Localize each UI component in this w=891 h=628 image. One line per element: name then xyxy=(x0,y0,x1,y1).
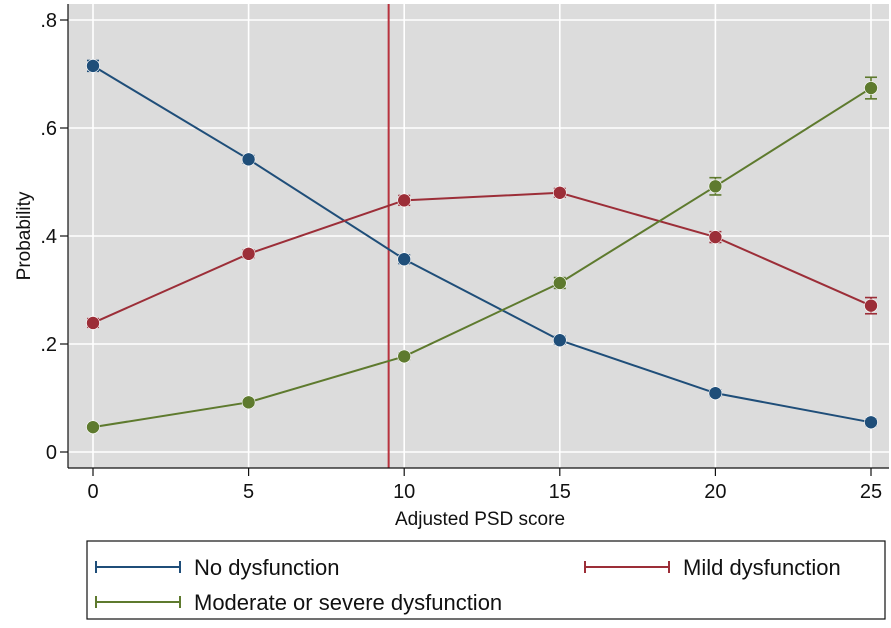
x-tick-label: 20 xyxy=(704,481,726,503)
y-axis-title: Probability xyxy=(14,191,35,280)
x-tick-label: 15 xyxy=(549,481,571,503)
data-point xyxy=(708,386,723,400)
data-point xyxy=(241,152,256,167)
x-tick-label: 0 xyxy=(87,481,98,503)
data-point xyxy=(86,59,100,73)
data-point xyxy=(708,230,723,244)
legend-label: Mild dysfunction xyxy=(683,555,841,580)
axes: 0 .2 .4 .6 .8 0 5 10 15 20 25 xyxy=(40,4,889,503)
x-tick-label: 25 xyxy=(860,481,882,503)
series-3 xyxy=(86,76,878,434)
legend-box xyxy=(86,540,886,620)
data-point xyxy=(708,179,723,194)
data-point xyxy=(241,247,256,261)
legend: No dysfunction Mild dysfunction Moderate o… xyxy=(95,555,841,615)
data-point xyxy=(864,81,878,95)
y-tick-label: .8 xyxy=(40,10,57,32)
data-point xyxy=(397,349,412,364)
series-layer xyxy=(86,59,878,434)
x-axis-title: Adjusted PSD score xyxy=(395,509,565,530)
data-point xyxy=(864,298,878,313)
series-line xyxy=(92,191,872,324)
data-point xyxy=(397,252,412,267)
legend-item: Mild dysfunction xyxy=(584,555,841,580)
x-tick-label: 5 xyxy=(243,481,254,503)
x-tick-label: 10 xyxy=(393,481,415,503)
data-point xyxy=(397,193,412,208)
legend-label: Moderate or severe dysfunction xyxy=(194,590,502,615)
series-line xyxy=(92,87,872,429)
data-point xyxy=(552,333,567,348)
series-2 xyxy=(86,186,878,330)
data-point xyxy=(864,415,878,430)
legend-item: No dysfunction xyxy=(95,555,340,580)
series-1 xyxy=(86,59,878,430)
y-tick-label: 0 xyxy=(46,442,57,464)
series-line xyxy=(92,65,872,424)
y-tick-label: .2 xyxy=(40,334,57,356)
legend-label: No dysfunction xyxy=(194,555,340,580)
y-tick-label: .4 xyxy=(40,226,57,248)
y-tick-label: .6 xyxy=(40,118,57,140)
data-point xyxy=(86,316,100,330)
data-point xyxy=(241,395,256,410)
data-point xyxy=(86,420,100,434)
data-point xyxy=(552,276,567,290)
legend-item: Moderate or severe dysfunction xyxy=(95,590,502,615)
data-point xyxy=(552,186,567,200)
